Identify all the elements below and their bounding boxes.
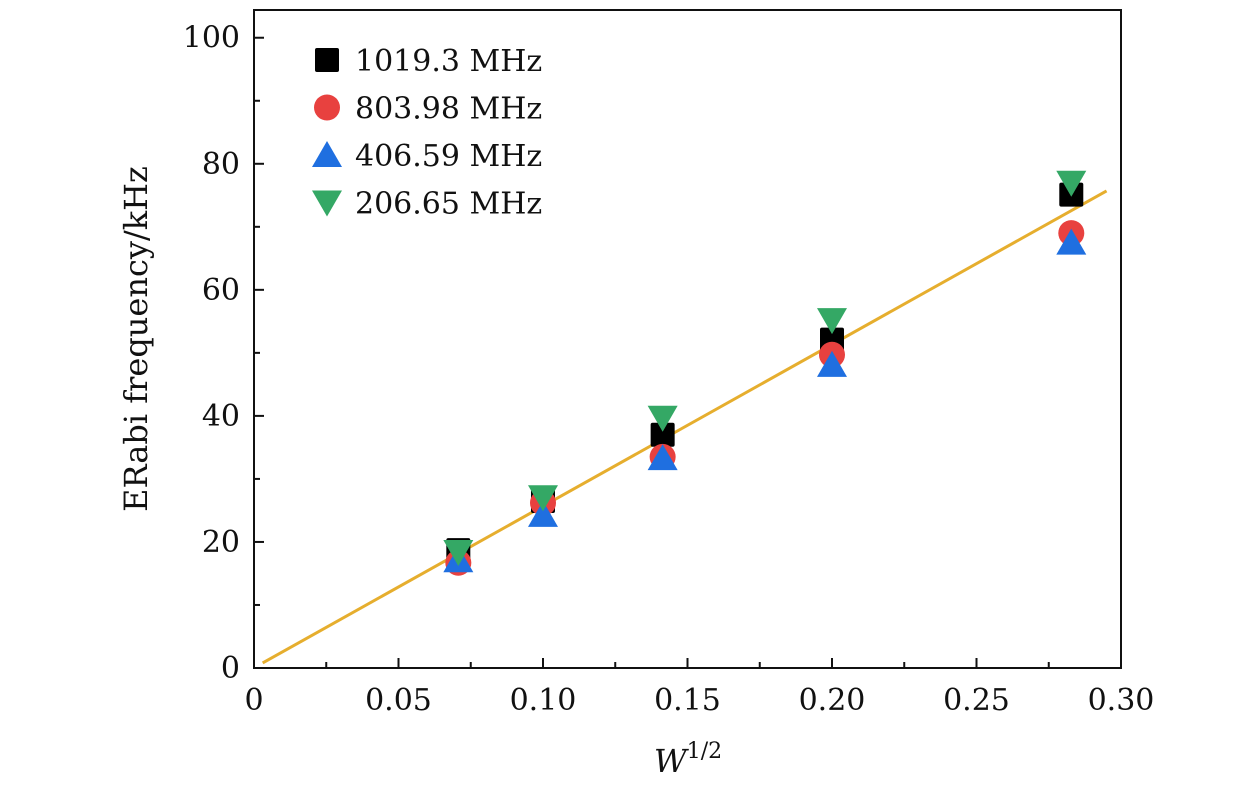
legend-label: 206.65 MHz <box>355 187 542 222</box>
x-tick-label: 0.20 <box>799 683 866 718</box>
x-tick-label: 0 <box>244 683 263 718</box>
data-point <box>1056 170 1087 197</box>
legend-marker <box>312 190 342 217</box>
x-tick-label: 0.15 <box>654 683 721 718</box>
legend-marker <box>312 141 342 167</box>
y-tick-label: 20 <box>202 525 240 560</box>
y-tick-label: 80 <box>202 147 240 182</box>
legend-label: 406.59 MHz <box>355 139 542 174</box>
legend-label: 803.98 MHz <box>355 92 542 127</box>
x-tick-label: 0.25 <box>943 683 1010 718</box>
legend-marker <box>315 48 339 72</box>
y-tick-label: 0 <box>221 651 240 686</box>
y-tick-label: 60 <box>202 273 240 308</box>
data-point <box>528 500 558 527</box>
data-point <box>647 405 678 432</box>
data-point <box>1056 228 1087 255</box>
data-point <box>528 485 558 512</box>
y-axis-label: ERabi frequency/kHz <box>117 166 155 512</box>
data-point <box>817 350 847 377</box>
data-point <box>817 308 847 335</box>
data-point <box>443 540 474 567</box>
plot-frame <box>253 9 1122 669</box>
legend-marker <box>314 94 340 121</box>
fit-line <box>261 189 1108 665</box>
y-tick-label: 40 <box>202 399 240 434</box>
data-point <box>647 444 678 471</box>
x-tick-label: 0.10 <box>510 683 577 718</box>
data-point <box>650 422 675 447</box>
y-tick-label: 100 <box>183 21 240 56</box>
legend: 1019.3 MHz 803.98 MHz 406.59 MHz 206.65 MHz <box>312 44 542 222</box>
x-axis-label: W1/2 <box>654 739 722 780</box>
x-tick-label: 0.05 <box>365 683 432 718</box>
x-tick-label: 0.30 <box>1088 683 1155 718</box>
legend-label: 1019.3 MHz <box>355 44 542 79</box>
